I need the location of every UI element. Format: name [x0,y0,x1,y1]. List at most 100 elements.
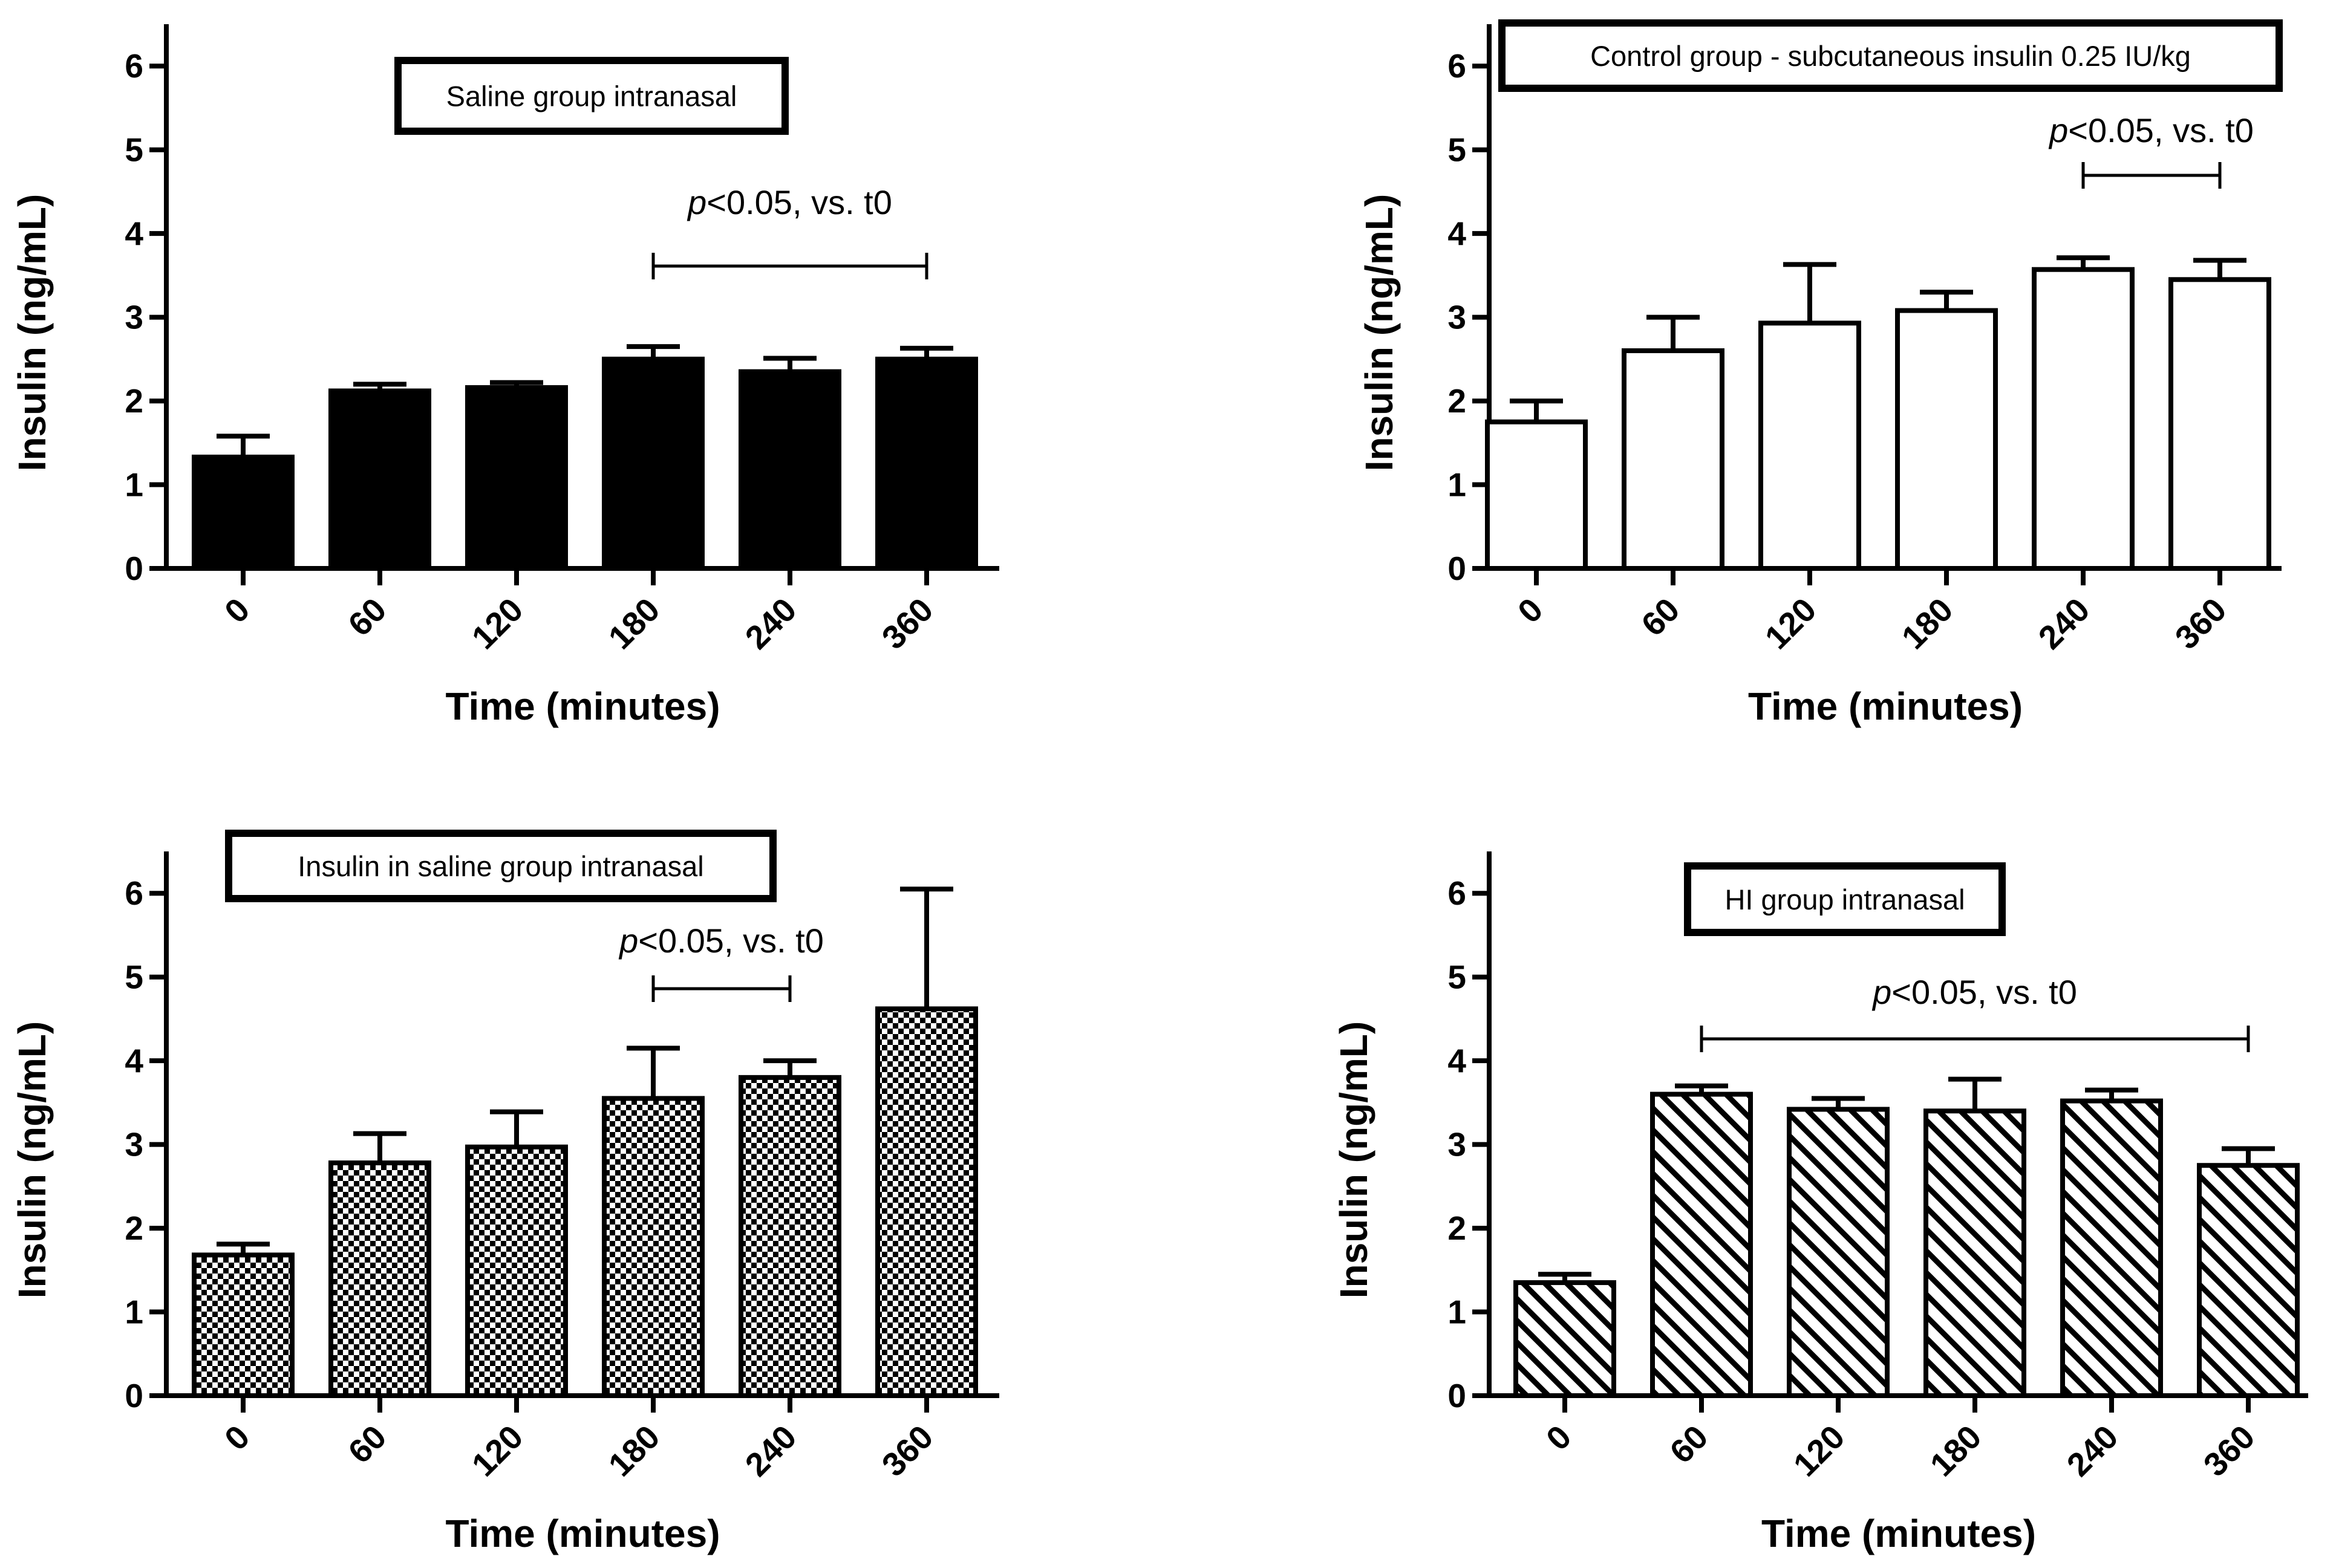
y-axis-title: Insulin (ng/mL) [1332,1021,1375,1299]
bar-120 [1787,1107,1890,1398]
significance-text: <0.05, vs. t0 [706,183,892,221]
bar-0 [192,1252,295,1398]
bar-180 [602,1096,705,1398]
y-tick-label: 1 [1447,1293,1466,1331]
x-tick-label: 0 [1510,591,1550,630]
y-tick-label: 2 [125,1209,143,1247]
y-tick-label: 4 [125,215,143,252]
y-tick-label: 5 [125,131,143,169]
significance-p: p [1871,973,1891,1011]
x-axis-title: Time (minutes) [446,685,720,728]
bar-120 [1758,320,1861,571]
panel-top-right: 0 1 2 3 4 5 6 Insulin (ng/mL) 0 60 120 180 240 360 Tim… [1357,19,2283,728]
legend-title: Insulin in saline group intranasal [298,850,703,882]
x-tick-label: 0 [217,591,256,630]
panel-top-left: 0 1 2 3 4 5 6 Insulin (ng/mL) 0 60 120 180 240 360 Tim… [10,24,999,728]
bar-180 [602,356,705,571]
x-tick-label: 120 [1786,1418,1852,1484]
x-tick-label: 120 [465,591,530,657]
y-tick-label: 6 [125,874,143,912]
y-tick-label: 3 [125,299,143,336]
x-tick-label: 240 [2060,1418,2126,1484]
legend-box [394,57,789,135]
significance-label: p<0.05, vs. t0 [2048,111,2254,149]
x-tick-label: 0 [217,1418,256,1457]
bar-240 [2060,1098,2163,1398]
y-tick-label: 1 [125,1293,143,1331]
bar-180 [1923,1108,2026,1398]
x-tick-label: 120 [1758,591,1824,657]
x-tick-label: 240 [738,591,804,657]
bar-240 [739,1075,841,1399]
significance-p: p [2048,111,2068,149]
y-tick-label: 2 [1447,382,1466,420]
bar-360 [2168,277,2271,571]
x-tick-label: 120 [465,1418,530,1484]
bar-60 [1650,1091,1753,1398]
y-tick-label: 3 [1447,299,1466,336]
significance-label: p<0.05, vs. t0 [687,183,892,221]
bar-0 [192,454,295,571]
y-tick-label: 2 [1447,1209,1466,1247]
bar-120 [465,1144,568,1399]
x-tick-label: 180 [1894,591,1960,657]
legend-title: Control group - subcutaneous insulin 0.2… [1590,40,2191,72]
y-tick-label: 6 [125,47,143,85]
bar-360 [2197,1163,2300,1398]
y-tick-label: 3 [125,1126,143,1163]
legend-box [1498,19,2283,92]
bar-240 [2032,267,2135,571]
y-tick-label: 6 [1447,47,1466,85]
y-tick-label: 0 [1447,1377,1466,1414]
x-tick-label: 360 [875,591,941,657]
bar-60 [328,388,431,571]
significance-label: p<0.05, vs. t0 [618,922,824,960]
legend-title: HI group intranasal [1724,883,1965,916]
significance-p: p [618,922,638,960]
y-tick-label: 5 [125,958,143,996]
significance-text: <0.05, vs. t0 [1891,973,2077,1011]
x-axis-title: Time (minutes) [446,1512,720,1555]
y-axis-title: Insulin (ng/mL) [10,1021,54,1299]
bar-0 [1485,419,1588,571]
x-tick-label: 60 [341,1418,393,1471]
bar-0 [1513,1280,1616,1398]
significance-label: p<0.05, vs. t0 [1871,973,2077,1011]
x-tick-label: 180 [1923,1418,1989,1484]
x-tick-label: 360 [875,1418,941,1484]
legend-box [1684,862,2006,936]
significance-text: <0.05, vs. t0 [2068,111,2254,149]
y-tick-label: 4 [1447,215,1466,252]
y-axis-title: Insulin (ng/mL) [1357,194,1401,472]
x-tick-label: 60 [341,591,393,643]
x-tick-label: 240 [2031,591,2097,657]
y-tick-label: 1 [1447,466,1466,504]
legend-title: Saline group intranasal [446,80,737,112]
x-tick-label: 240 [738,1418,804,1484]
y-axis-title: Insulin (ng/mL) [10,194,54,472]
bar-360 [875,356,978,571]
bar-60 [328,1160,431,1398]
y-tick-label: 0 [125,1377,143,1414]
y-tick-label: 3 [1447,1126,1466,1163]
y-tick-label: 4 [125,1042,143,1079]
x-axis-title: Time (minutes) [1761,1512,2036,1555]
significance-text: <0.05, vs. t0 [638,922,824,960]
y-tick-label: 4 [1447,1042,1466,1079]
y-tick-label: 1 [125,466,143,504]
significance-p: p [687,183,706,221]
x-tick-label: 180 [601,591,667,657]
x-tick-label: 360 [2168,591,2234,657]
y-tick-label: 5 [1447,958,1466,996]
x-tick-label: 180 [601,1418,667,1484]
y-tick-label: 6 [1447,874,1466,912]
bar-180 [1895,308,1998,571]
panel-bottom-right: 0 1 2 3 4 5 6 Insulin (ng/mL) 0 60 120 180 240 360 Tim… [1332,851,2308,1555]
x-tick-label: 60 [1662,1418,1715,1471]
x-tick-label: 60 [1634,591,1686,643]
x-tick-label: 360 [2196,1418,2262,1484]
bar-240 [739,369,841,571]
legend-box [225,830,777,902]
bar-120 [465,385,568,571]
